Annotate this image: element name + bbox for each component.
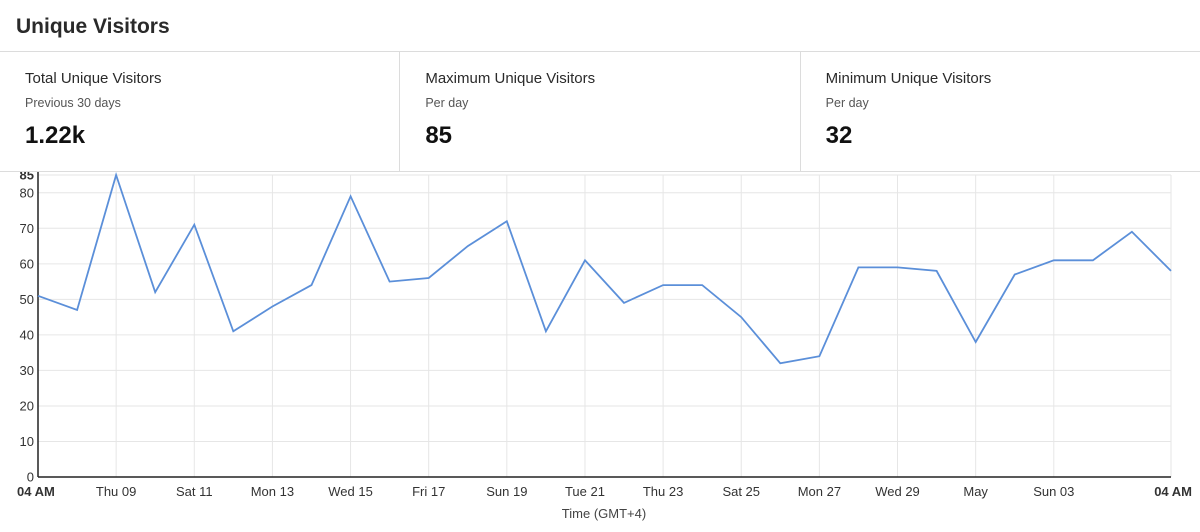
chart-labels: Time (GMT+4) 0 10 20 30 40 50 60 70 80 85 04 AM Thu… — [17, 172, 1192, 521]
y-tick-label: 80 — [20, 185, 34, 200]
y-tick-label: 20 — [20, 398, 34, 413]
chart-axes — [37, 172, 1171, 478]
y-tick-label: 30 — [20, 363, 34, 378]
x-tick-label: May — [963, 484, 988, 499]
x-tick-label: Sun 19 — [486, 484, 527, 499]
data-point — [1013, 272, 1017, 276]
data-point — [856, 265, 860, 269]
stat-sublabel: Per day — [425, 96, 469, 110]
data-point — [739, 315, 743, 319]
y-tick-label: 85 — [20, 172, 34, 183]
data-point — [1052, 258, 1056, 262]
stat-label: Maximum Unique Visitors — [425, 70, 596, 87]
y-tick-label: 40 — [20, 327, 34, 342]
stat-label: Minimum Unique Visitors — [825, 70, 992, 87]
data-point — [700, 283, 704, 287]
x-tick-label: Fri 17 — [412, 484, 445, 499]
stat-card-minimum: Minimum Unique Visitors Per day 32 — [801, 52, 1200, 171]
series-line — [37, 172, 1172, 365]
header: Unique Visitors — [0, 0, 1200, 52]
data-point — [1091, 258, 1095, 262]
data-point — [270, 304, 274, 308]
x-tick-label: Thu 09 — [96, 484, 136, 499]
stat-value: 32 — [825, 122, 853, 149]
y-tick-label: 10 — [20, 434, 34, 449]
data-point — [935, 269, 939, 273]
stat-card-total: Total Unique Visitors Previous 30 days 1… — [0, 52, 401, 171]
data-point — [544, 329, 548, 333]
data-point — [817, 354, 821, 358]
x-tick-label: Mon 27 — [798, 484, 841, 499]
data-point — [309, 283, 313, 287]
x-tick-label: Mon 13 — [251, 484, 294, 499]
stat-value: 1.22k — [25, 122, 86, 149]
data-point — [505, 219, 509, 223]
visitors-line-chart: Time (GMT+4) 0 10 20 30 40 50 60 70 80 85 04 AM Thu… — [17, 172, 1192, 521]
data-point — [153, 290, 157, 294]
data-point — [36, 294, 40, 298]
y-tick-label: 50 — [20, 292, 34, 307]
data-point — [622, 301, 626, 305]
y-tick-label: 70 — [20, 221, 34, 236]
chart-grid — [38, 174, 1172, 477]
y-tick-label: 60 — [20, 256, 34, 271]
x-tick-label: 04 AM — [17, 484, 55, 499]
data-point — [466, 244, 470, 248]
page-title: Unique Visitors — [16, 15, 170, 38]
data-point — [231, 329, 235, 333]
data-point — [114, 173, 118, 177]
y-tick-label: 0 — [27, 470, 34, 485]
x-tick-label: Tue 21 — [565, 484, 605, 499]
x-tick-label: Sun 03 — [1033, 484, 1074, 499]
data-point — [583, 258, 587, 262]
x-tick-label: 04 AM — [1154, 484, 1192, 499]
data-point — [974, 340, 978, 344]
x-axis-label: Time (GMT+4) — [562, 506, 646, 521]
x-tick-label: Sat 25 — [722, 484, 760, 499]
data-point — [1169, 269, 1173, 273]
data-point — [192, 223, 196, 227]
stats-row: Total Unique Visitors Previous 30 days 1… — [0, 52, 1200, 172]
data-point — [388, 280, 392, 284]
data-point — [75, 308, 79, 312]
data-point — [896, 265, 900, 269]
x-tick-label: Wed 15 — [328, 484, 373, 499]
x-tick-label: Sat 11 — [176, 484, 213, 499]
data-point — [427, 276, 431, 280]
stat-value: 85 — [425, 122, 453, 149]
data-point — [661, 283, 665, 287]
chart-series — [36, 172, 1173, 365]
stat-label: Total Unique Visitors — [25, 70, 162, 87]
data-point — [349, 194, 353, 198]
stat-card-maximum: Maximum Unique Visitors Per day 85 — [400, 52, 801, 171]
stat-sublabel: Previous 30 days — [25, 96, 121, 110]
data-point — [778, 361, 782, 365]
x-tick-label: Wed 29 — [875, 484, 920, 499]
data-point — [1130, 230, 1134, 234]
x-tick-label: Thu 23 — [643, 484, 683, 499]
stat-sublabel: Per day — [825, 96, 869, 110]
